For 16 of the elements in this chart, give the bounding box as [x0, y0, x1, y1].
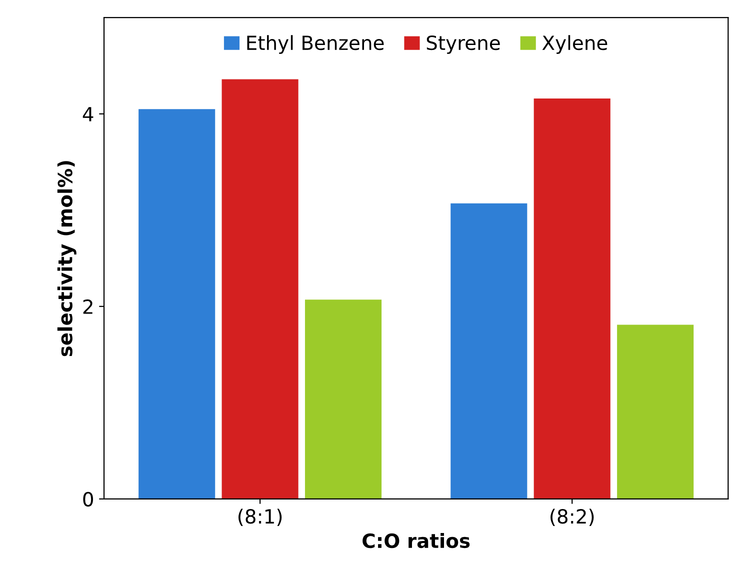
legend-label: Ethyl Benzene — [247, 35, 384, 54]
y-axis-title: selectivity (mol%) — [57, 161, 76, 356]
x-tick-label: (8:1) — [238, 508, 282, 526]
legend-label: Styrene — [426, 35, 500, 54]
y-tick-label: 4 — [82, 107, 94, 122]
legend-label: Xylene — [542, 35, 608, 54]
bar — [617, 324, 694, 499]
bar — [304, 300, 382, 499]
bar — [450, 203, 528, 499]
x-axis-title: C:O ratios — [362, 533, 470, 548]
bar — [138, 109, 216, 499]
y-tick-label: 0 — [83, 492, 94, 507]
bar — [534, 98, 610, 499]
y-tick-label: 2 — [83, 299, 92, 314]
x-tick-label: (8:2) — [550, 508, 594, 526]
bar — [222, 79, 298, 499]
